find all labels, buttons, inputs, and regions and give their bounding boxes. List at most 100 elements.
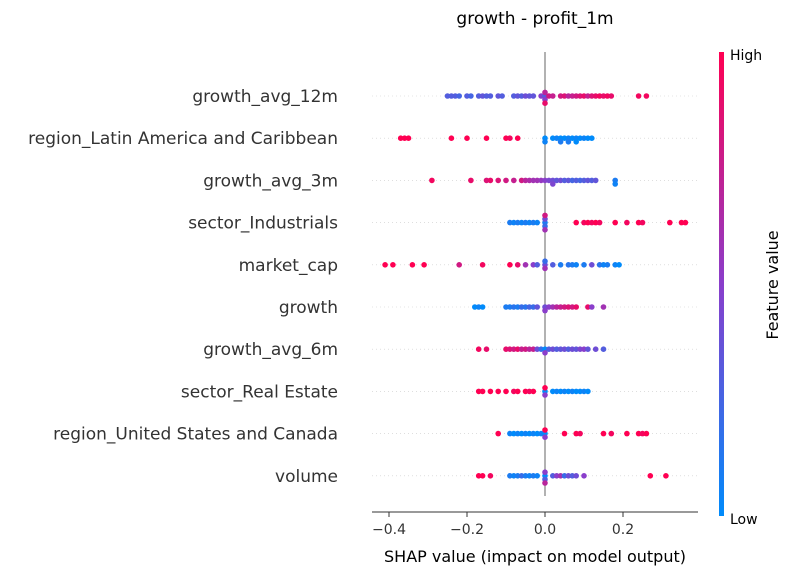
data-point [542, 139, 548, 145]
data-point [522, 304, 529, 310]
feature-label: growth_avg_12m [192, 87, 338, 107]
data-point [565, 262, 572, 268]
data-point [526, 219, 533, 226]
data-points [382, 89, 689, 486]
data-point [448, 135, 455, 141]
x-axis-label: SHAP value (impact on model output) [384, 547, 686, 566]
data-point [409, 262, 416, 268]
data-point [542, 212, 548, 219]
data-point [592, 346, 599, 353]
data-point [487, 388, 494, 395]
x-tick-label: 0.2 [612, 522, 634, 538]
data-point [456, 93, 463, 99]
data-point [514, 388, 521, 395]
data-point [589, 135, 595, 141]
data-point [569, 177, 576, 184]
data-point [522, 473, 529, 479]
data-point [542, 469, 548, 476]
data-point [589, 262, 595, 268]
data-point [573, 93, 579, 99]
data-point [577, 135, 583, 141]
data-point [397, 135, 404, 141]
data-point [503, 177, 509, 184]
data-point [569, 262, 576, 268]
data-point [542, 307, 548, 314]
data-point [565, 139, 572, 145]
data-point [530, 219, 537, 226]
data-point [526, 304, 533, 310]
data-point [444, 93, 451, 99]
data-point [479, 262, 486, 268]
data-point [542, 350, 548, 356]
data-point [487, 93, 494, 99]
data-point [483, 93, 490, 99]
data-point [553, 135, 560, 141]
x-tick-label: 0.0 [534, 522, 556, 538]
data-point [507, 346, 513, 353]
data-point [550, 388, 556, 395]
data-point [561, 346, 568, 353]
data-point [573, 139, 579, 145]
data-point [600, 93, 607, 99]
data-point [550, 93, 556, 99]
data-point [546, 177, 552, 184]
data-point [596, 93, 603, 99]
data-point [448, 93, 455, 99]
data-point [600, 346, 607, 353]
colorbar-low-label: Low [730, 512, 758, 528]
data-point [495, 93, 502, 99]
data-point [550, 181, 556, 187]
data-point [526, 93, 533, 99]
data-point [514, 219, 521, 226]
data-point [514, 93, 521, 99]
data-point [518, 219, 525, 226]
data-point [585, 219, 591, 226]
feature-label: region_United States and Canada [53, 425, 338, 445]
data-point [663, 473, 669, 479]
data-point [546, 304, 552, 310]
data-point [518, 93, 525, 99]
data-point [468, 177, 474, 184]
data-point [464, 93, 470, 99]
data-point [511, 177, 517, 184]
data-point [475, 473, 482, 479]
data-point [483, 177, 490, 184]
data-point [639, 219, 646, 226]
data-point [577, 177, 583, 184]
data-point [561, 177, 568, 184]
data-point [503, 304, 509, 310]
data-point [592, 93, 599, 99]
data-point [561, 135, 568, 141]
data-point [585, 346, 591, 353]
data-point [616, 262, 622, 268]
data-point [553, 388, 560, 395]
data-point [522, 346, 529, 353]
feature-label: volume [275, 467, 338, 487]
data-point [557, 388, 564, 395]
data-point [553, 346, 560, 353]
data-point [534, 177, 540, 184]
data-point [514, 262, 521, 268]
data-point [565, 177, 572, 184]
data-point [682, 219, 689, 226]
data-point [530, 93, 537, 99]
data-point [511, 346, 517, 353]
data-point [573, 262, 579, 268]
data-point [522, 388, 529, 395]
data-point [573, 388, 579, 395]
data-point [542, 434, 548, 441]
data-point [495, 177, 502, 184]
data-point [678, 219, 685, 226]
data-point [542, 265, 548, 272]
data-point [542, 177, 548, 184]
data-point [550, 135, 556, 141]
data-point [561, 430, 568, 437]
data-point [507, 135, 513, 141]
data-point [522, 93, 529, 99]
data-point [542, 89, 548, 96]
data-point [534, 262, 540, 268]
data-point [534, 346, 540, 353]
feature-label: region_Latin America and Caribbean [28, 129, 338, 149]
data-point [569, 346, 576, 353]
data-point [565, 346, 572, 353]
